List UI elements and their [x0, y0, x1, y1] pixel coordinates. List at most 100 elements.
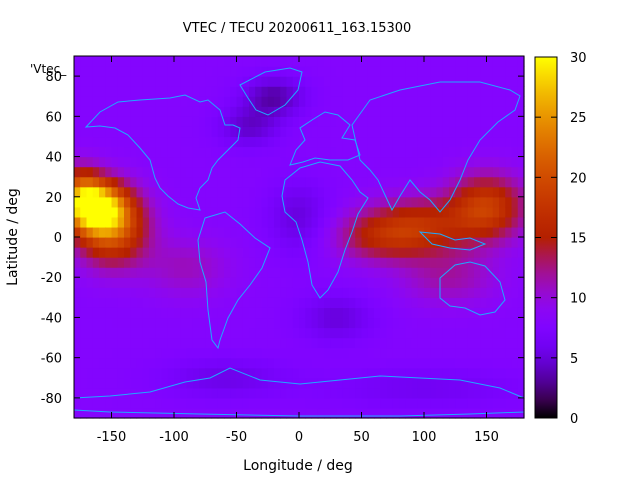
heatmap-cell: [361, 216, 369, 228]
heatmap-cell: [86, 347, 94, 359]
heatmap-cell: [136, 347, 144, 359]
heatmap-cell: [236, 377, 244, 389]
heatmap-cell: [242, 86, 250, 97]
heatmap-cell: [267, 126, 275, 138]
heatmap-cell: [249, 407, 256, 419]
heatmap-cell: [180, 226, 188, 238]
heatmap-cell: [186, 307, 194, 319]
heatmap-cell: [217, 76, 225, 87]
heatmap-cell: [342, 66, 350, 77]
heatmap-cell: [111, 357, 119, 369]
heatmap-cell: [261, 397, 269, 409]
heatmap-cell: [80, 307, 88, 319]
heatmap-cell: [355, 347, 363, 359]
heatmap-cell: [249, 106, 256, 117]
heatmap-cell: [280, 106, 288, 117]
heatmap-cell: [386, 116, 394, 127]
heatmap-cell: [324, 277, 331, 288]
heatmap-cell: [449, 237, 456, 248]
heatmap-cell: [467, 106, 475, 117]
heatmap-cell: [117, 367, 125, 379]
heatmap-cell: [505, 237, 513, 248]
heatmap-cell: [424, 96, 431, 107]
heatmap-cell: [505, 267, 513, 278]
heatmap-cell: [517, 407, 525, 419]
heatmap-cell: [130, 216, 138, 228]
heatmap-cell: [349, 297, 356, 308]
heatmap-cell: [155, 347, 163, 359]
heatmap-cell: [499, 96, 506, 107]
heatmap-cell: [86, 267, 94, 278]
heatmap-cell: [317, 397, 325, 409]
heatmap-cell: [311, 206, 319, 218]
heatmap-cell: [317, 337, 325, 349]
heatmap-cell: [149, 56, 156, 67]
heatmap-cell: [449, 116, 456, 127]
heatmap-cell: [405, 196, 413, 208]
heatmap-cell: [467, 307, 475, 319]
heatmap-cell: [142, 347, 150, 359]
colorbar-tick-label: 0: [570, 412, 578, 427]
heatmap-cell: [74, 226, 81, 238]
heatmap-cell: [286, 267, 294, 278]
heatmap-cell: [436, 76, 444, 87]
heatmap-cell: [230, 76, 238, 87]
heatmap-cell: [492, 56, 500, 67]
heatmap-cell: [386, 196, 394, 208]
heatmap-cell: [392, 116, 400, 127]
heatmap-cell: [380, 287, 388, 298]
heatmap-cell: [517, 126, 525, 138]
heatmap-cell: [86, 216, 94, 228]
heatmap-cell: [449, 166, 456, 178]
heatmap-cell: [142, 136, 150, 148]
heatmap-cell: [92, 347, 100, 359]
heatmap-cell: [430, 277, 438, 288]
heatmap-cell: [230, 337, 238, 349]
heatmap-cell: [117, 116, 125, 127]
heatmap-cell: [174, 96, 181, 107]
heatmap-cell: [167, 377, 175, 389]
heatmap-cell: [461, 357, 469, 369]
heatmap-cell: [130, 166, 138, 178]
heatmap-cell: [267, 287, 275, 298]
heatmap-cell: [342, 277, 350, 288]
heatmap-cell: [211, 247, 219, 258]
heatmap-cell: [274, 397, 281, 409]
heatmap-cell: [492, 76, 500, 87]
heatmap-cell: [117, 247, 125, 258]
heatmap-cell: [161, 176, 169, 188]
heatmap-cell: [274, 337, 281, 349]
heatmap-cell: [317, 257, 325, 268]
heatmap-cell: [92, 237, 100, 248]
heatmap-cell: [117, 56, 125, 67]
y-tick-label: -80: [41, 392, 62, 407]
heatmap-cell: [111, 317, 119, 329]
heatmap-cell: [286, 347, 294, 359]
heatmap-cell: [99, 387, 106, 399]
heatmap-cell: [417, 156, 425, 168]
heatmap-cell: [124, 317, 131, 329]
heatmap-cell: [292, 357, 300, 369]
heatmap-cell: [199, 337, 206, 349]
heatmap-cell: [174, 267, 181, 278]
heatmap-cell: [92, 357, 100, 369]
heatmap-cell: [124, 66, 131, 77]
heatmap-cell: [99, 317, 106, 329]
heatmap-cell: [449, 357, 456, 369]
heatmap-cell: [455, 367, 463, 379]
heatmap-cell: [149, 76, 156, 87]
heatmap-cell: [142, 176, 150, 188]
heatmap-cell: [117, 166, 125, 178]
heatmap-cell: [230, 116, 238, 127]
heatmap-cell: [374, 226, 381, 238]
heatmap-cell: [411, 86, 419, 97]
heatmap-cell: [230, 126, 238, 138]
heatmap-cell: [267, 186, 275, 198]
heatmap-cell: [86, 76, 94, 87]
heatmap-cell: [442, 196, 450, 208]
heatmap-cell: [199, 327, 206, 339]
heatmap-cell: [105, 327, 113, 339]
heatmap-cell: [192, 237, 200, 248]
heatmap-cell: [486, 106, 494, 117]
